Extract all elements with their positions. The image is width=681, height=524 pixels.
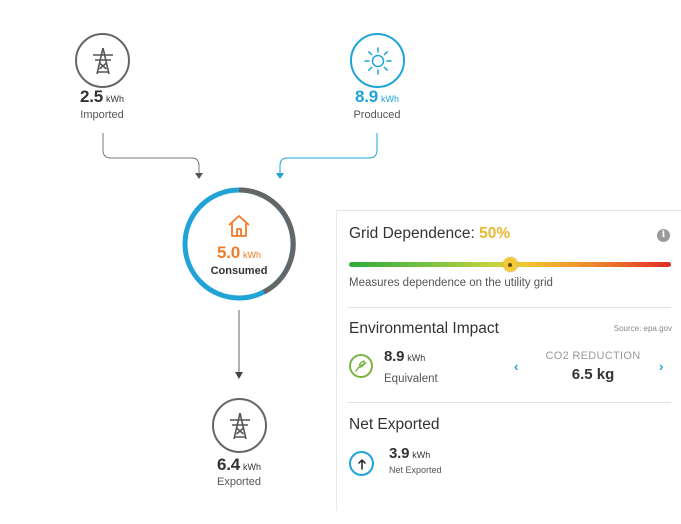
grid-dependence-percent: 50%	[479, 225, 511, 242]
equivalent-value: 8.9 kWh	[384, 348, 426, 365]
exported-value: 6.4 kWh	[216, 455, 262, 474]
produced-flow-line	[279, 133, 378, 174]
divider	[347, 307, 671, 308]
co2-reduction-title: CO2 REDUCTION	[545, 350, 641, 362]
consumed-label: Consumed	[210, 265, 268, 277]
house-icon	[228, 215, 250, 237]
power-tower-icon	[229, 412, 250, 439]
co2-reduction-value: 6.5 kg	[571, 366, 615, 383]
exported-node	[212, 398, 267, 453]
imported-node	[75, 33, 130, 88]
eco-icon	[349, 354, 373, 378]
grid-dependence-title: Grid Dependence: 50%	[349, 225, 511, 242]
imported-flow-arrow	[195, 173, 203, 179]
imported-flow-line	[102, 133, 200, 174]
grid-dependence-marker	[502, 257, 518, 272]
net-exported-title: Net Exported	[349, 416, 440, 433]
produced-node	[350, 33, 405, 88]
produced-label: Produced	[353, 109, 401, 121]
consumed-value: 5.0 kWh	[216, 243, 262, 262]
imported-value: 2.5 kWh	[79, 87, 125, 106]
info-icon[interactable]: i	[657, 229, 670, 242]
divider	[347, 402, 671, 403]
exported-label: Exported	[216, 476, 262, 488]
exported-flow-arrow	[235, 372, 243, 379]
sun-icon	[363, 46, 392, 75]
energy-details-panel: Grid Dependence: 50% i Measures dependen…	[336, 210, 681, 511]
chevron-right-icon[interactable]: ›	[659, 359, 664, 374]
environmental-impact-title: Environmental Impact	[349, 320, 499, 337]
net-exported-value: 3.9 kWh	[389, 445, 431, 462]
power-tower-icon	[92, 47, 113, 74]
source-link[interactable]: Source: epa.gov	[613, 324, 672, 333]
arrow-up-icon	[349, 451, 374, 476]
equivalent-label: Equivalent	[384, 373, 438, 385]
chevron-left-icon[interactable]: ‹	[514, 359, 519, 374]
imported-label: Imported	[80, 109, 124, 121]
net-exported-label: Net Exported	[389, 465, 442, 475]
consumed-ring-grid	[238, 187, 296, 295]
produced-flow-arrow	[276, 173, 284, 179]
produced-value: 8.9 kWh	[354, 87, 400, 106]
grid-dependence-description: Measures dependence on the utility grid	[349, 277, 553, 289]
